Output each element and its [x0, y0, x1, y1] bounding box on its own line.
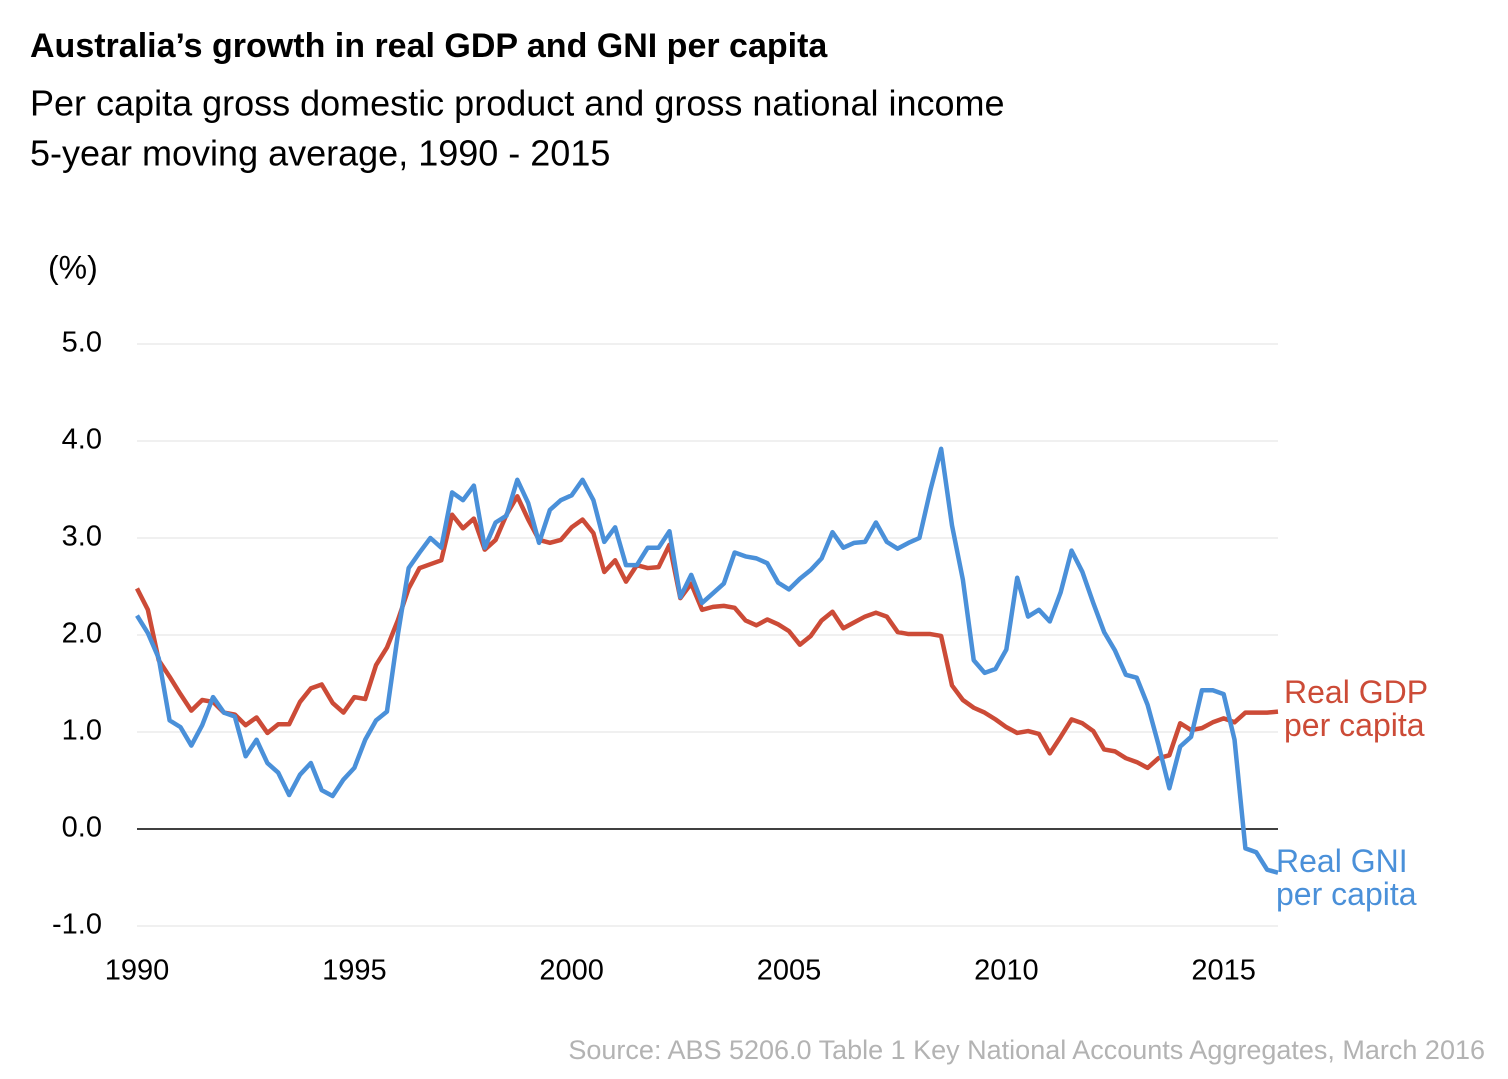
y-axis-label: (%) [48, 249, 98, 285]
y-tick-label: 2.0 [62, 618, 102, 650]
series-line [135, 446, 1279, 875]
series-line [134, 494, 1279, 771]
series-label: Real GDP per capita [1284, 674, 1428, 743]
y-tick-label: 0.0 [62, 812, 102, 844]
y-tick-label: -1.0 [52, 909, 102, 941]
x-tick-label: 2005 [757, 955, 822, 987]
x-tick-label: 1995 [322, 955, 387, 987]
x-tick-label: 2010 [974, 955, 1039, 987]
x-tick-label: 2015 [1191, 955, 1256, 987]
chart-subtitle: Per capita gross domestic product and gr… [30, 83, 1005, 124]
y-tick-label: 3.0 [62, 521, 102, 553]
x-tick-label: 2000 [539, 955, 604, 987]
y-tick-label: 1.0 [62, 715, 102, 747]
chart-title: Australia’s growth in real GDP and GNI p… [30, 27, 828, 65]
y-tick-label: 5.0 [62, 327, 102, 359]
source: Source: ABS 5206.0 Table 1 Key National … [568, 1035, 1485, 1065]
x-tick-label: 1990 [105, 955, 170, 987]
series-label: Real GNI per capita [1276, 843, 1417, 912]
y-tick-label: 4.0 [62, 424, 102, 456]
chart-subtitle: 5-year moving average, 1990 - 2015 [30, 133, 610, 174]
